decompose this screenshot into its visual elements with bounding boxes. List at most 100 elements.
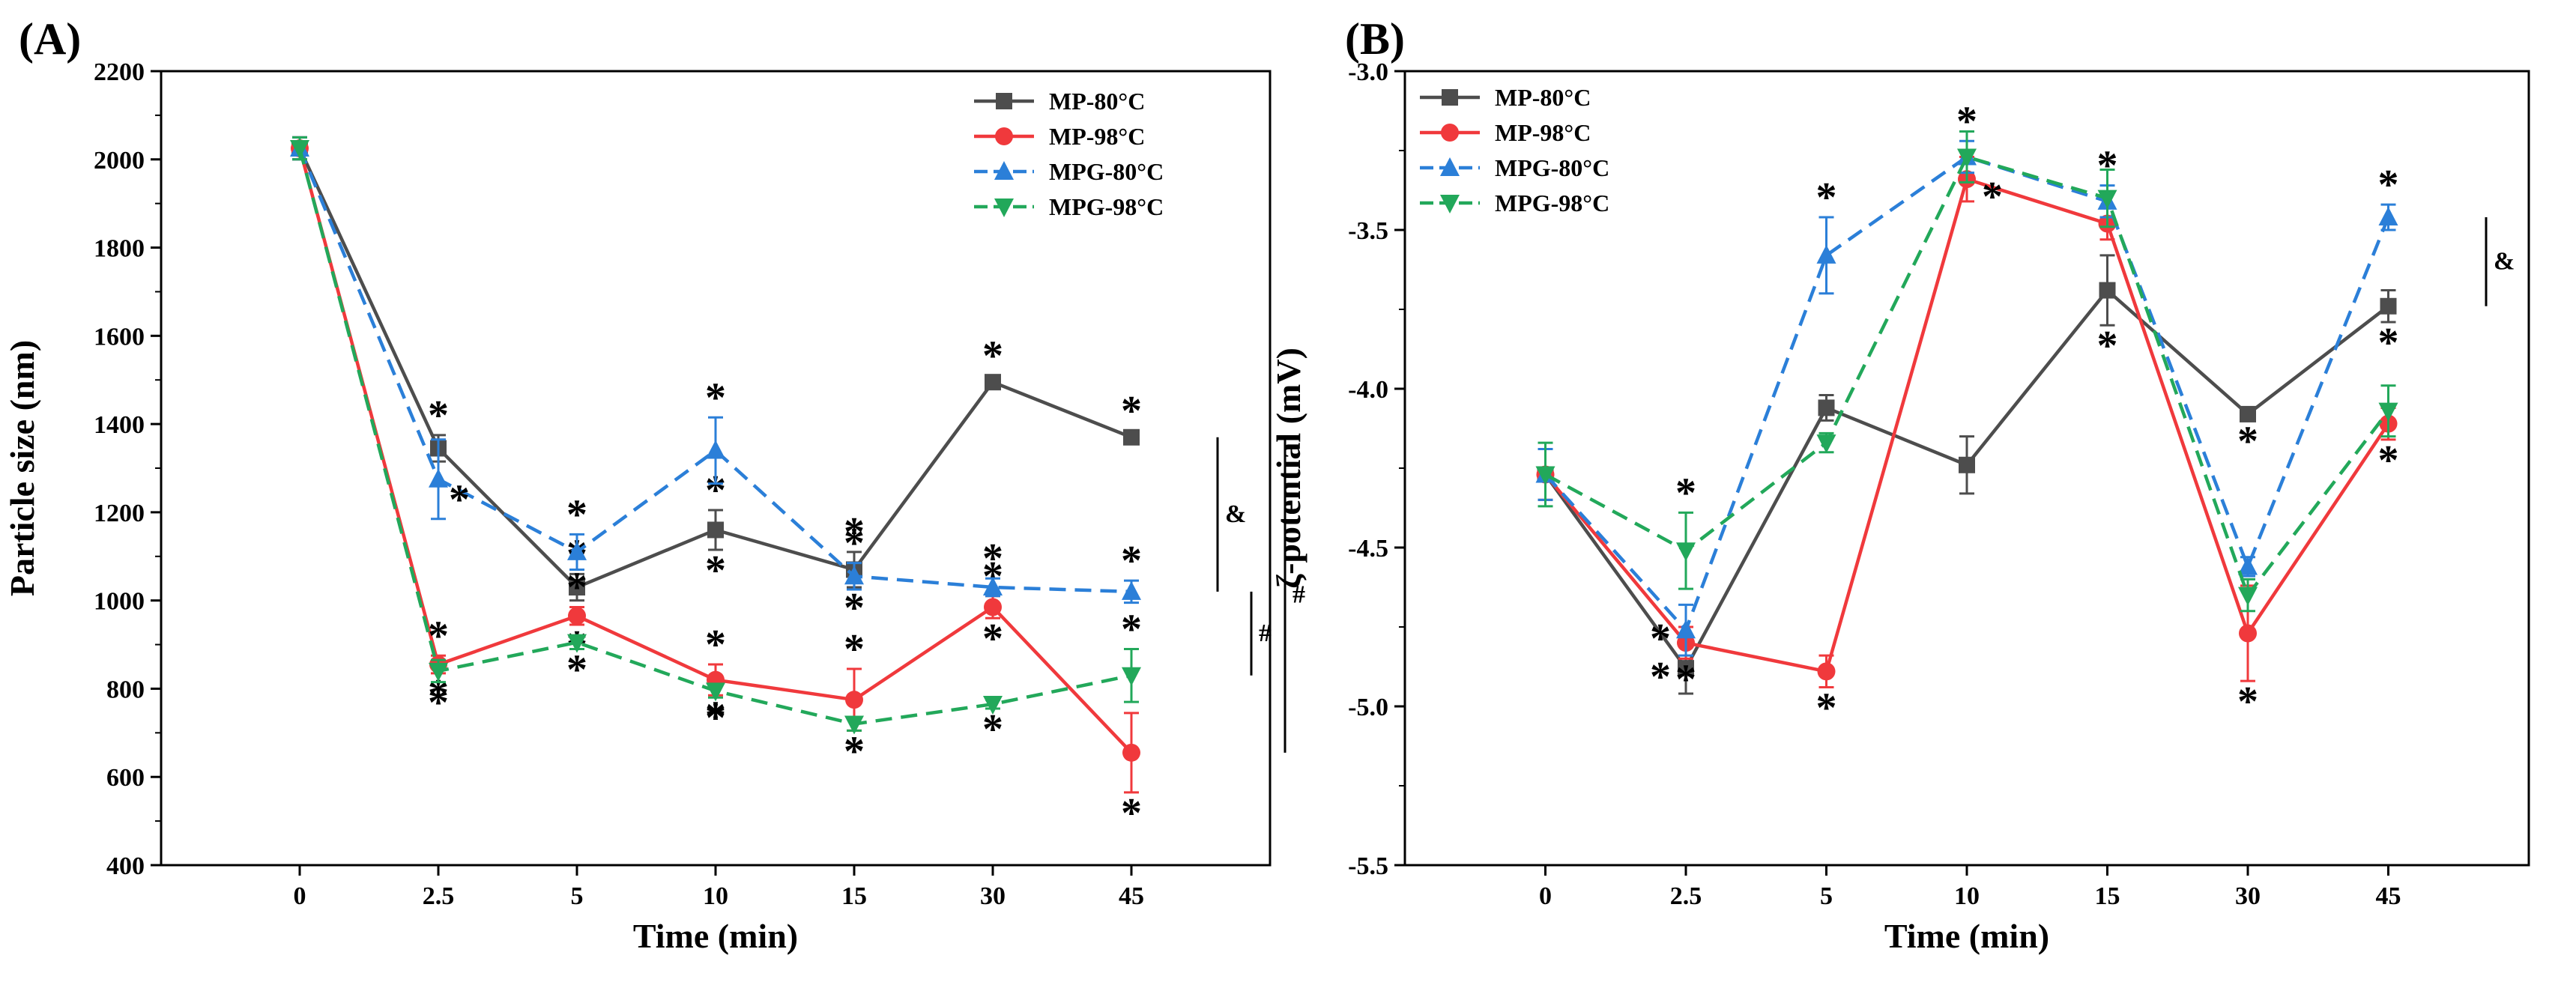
legend-entry: MPG-98°C (1049, 193, 1164, 220)
significance-star: * (844, 585, 865, 631)
data-point (1122, 581, 1141, 600)
significance-star: * (428, 680, 449, 727)
data-point (1816, 244, 1836, 264)
x-tick-label: 30 (2235, 882, 2261, 910)
data-point (1676, 619, 1696, 639)
legend-marker (995, 127, 1013, 145)
legend-entry: MPG-80°C (1049, 158, 1164, 185)
significance-star: * (566, 565, 587, 611)
x-tick-label: 2.5 (1670, 882, 1702, 910)
data-point (1535, 466, 1555, 485)
data-point (568, 607, 586, 625)
y-tick-label: 1400 (94, 411, 145, 439)
significance-star: * (982, 616, 1003, 662)
significance-star: * (1121, 606, 1142, 652)
panel-label: (A) (19, 14, 81, 64)
significance-star: * (982, 333, 1003, 379)
data-point (1817, 662, 1836, 681)
x-tick-label: 0 (1539, 882, 1552, 910)
legend-entry: MPG-80°C (1495, 154, 1609, 181)
x-tick-label: 30 (980, 882, 1006, 910)
significance-star: * (1816, 685, 1837, 732)
x-tick-label: 5 (571, 882, 584, 910)
x-axis-title: Time (min) (633, 917, 798, 955)
y-tick-label: -5.0 (1348, 694, 1388, 721)
y-tick-label: 1800 (94, 235, 145, 263)
significance-star: * (2378, 320, 2399, 366)
legend-marker (1440, 157, 1460, 176)
x-tick-label: 45 (2376, 882, 2401, 910)
significance-symbol: # (1259, 619, 1272, 647)
data-point (567, 634, 587, 653)
legend-marker (1440, 195, 1460, 213)
series-line-mpg-80-c (1544, 154, 2390, 634)
legend-entry: MP-80°C (1049, 88, 1145, 115)
legend-entry: MP-80°C (1495, 84, 1591, 111)
y-tick-label: 800 (106, 676, 145, 703)
significance-star: * (1121, 538, 1142, 584)
significance-star: * (449, 477, 470, 524)
data-point (706, 682, 725, 702)
data-point (2099, 282, 2116, 299)
data-point (844, 566, 864, 585)
data-point (567, 541, 587, 560)
significance-star: * (705, 695, 726, 742)
significance-star: * (705, 375, 726, 421)
x-tick-label: 0 (294, 882, 306, 910)
significance-star: * (2237, 679, 2258, 725)
data-point (983, 577, 1003, 595)
significance-symbol: # (1292, 581, 1305, 608)
x-tick-label: 15 (2095, 882, 2120, 910)
data-point (706, 440, 725, 459)
panel-a-chart: 0 2.5 5 10 15 30 45 400 600 800 1000 1200 1400 1600 18… (3, 14, 1305, 955)
data-point (1676, 542, 1696, 562)
significance-star: * (1650, 616, 1671, 662)
data-point (429, 468, 448, 488)
significance-star: * (2237, 418, 2258, 464)
y-tick-label: -3.5 (1348, 217, 1388, 245)
significance-symbol: & (2494, 247, 2515, 275)
y-tick-label: 2200 (94, 58, 145, 86)
significance-star: * (705, 622, 726, 668)
x-tick-label: 2.5 (423, 882, 455, 910)
x-tick-label: 10 (1954, 882, 1980, 910)
significance-star: * (844, 728, 865, 775)
data-point (569, 579, 585, 595)
y-tick-label: 2000 (94, 147, 145, 175)
data-point (1959, 456, 1975, 473)
legend-marker (994, 161, 1014, 180)
significance-star: * (844, 509, 865, 556)
significance-star: * (566, 646, 587, 693)
series-line-mp-98-c (1544, 177, 2390, 673)
y-tick-label: 1600 (94, 323, 145, 351)
y-tick-label: -5.5 (1348, 852, 1388, 880)
significance-star: * (982, 706, 1003, 753)
significance-star: * (982, 536, 1003, 582)
significance-star: * (2378, 162, 2399, 208)
data-point (1818, 399, 1835, 416)
significance-star: * (1121, 790, 1142, 837)
data-point (1678, 660, 1694, 677)
data-point (707, 521, 724, 539)
data-point (2380, 297, 2397, 315)
legend-marker (1441, 124, 1459, 142)
data-point (1957, 148, 1977, 168)
data-point (290, 140, 309, 160)
x-axis-title: Time (min) (1884, 917, 2049, 955)
y-tick-label: -4.5 (1348, 535, 1388, 563)
y-tick-label: -3.0 (1348, 58, 1388, 86)
data-point (985, 374, 1001, 391)
legend-entry: MP-98°C (1495, 119, 1591, 146)
data-point (1123, 428, 1140, 446)
x-tick-label: 10 (703, 882, 728, 910)
y-tick-label: 400 (106, 852, 145, 880)
data-point (2378, 402, 2398, 422)
significance-star: * (844, 626, 865, 673)
x-tick-label: 15 (841, 882, 867, 910)
panel-label: (B) (1345, 14, 1405, 64)
significance-star: * (844, 728, 865, 775)
significance-star: * (1675, 470, 1696, 516)
data-point (1122, 667, 1141, 686)
legend-entry: MP-98°C (1049, 123, 1145, 150)
